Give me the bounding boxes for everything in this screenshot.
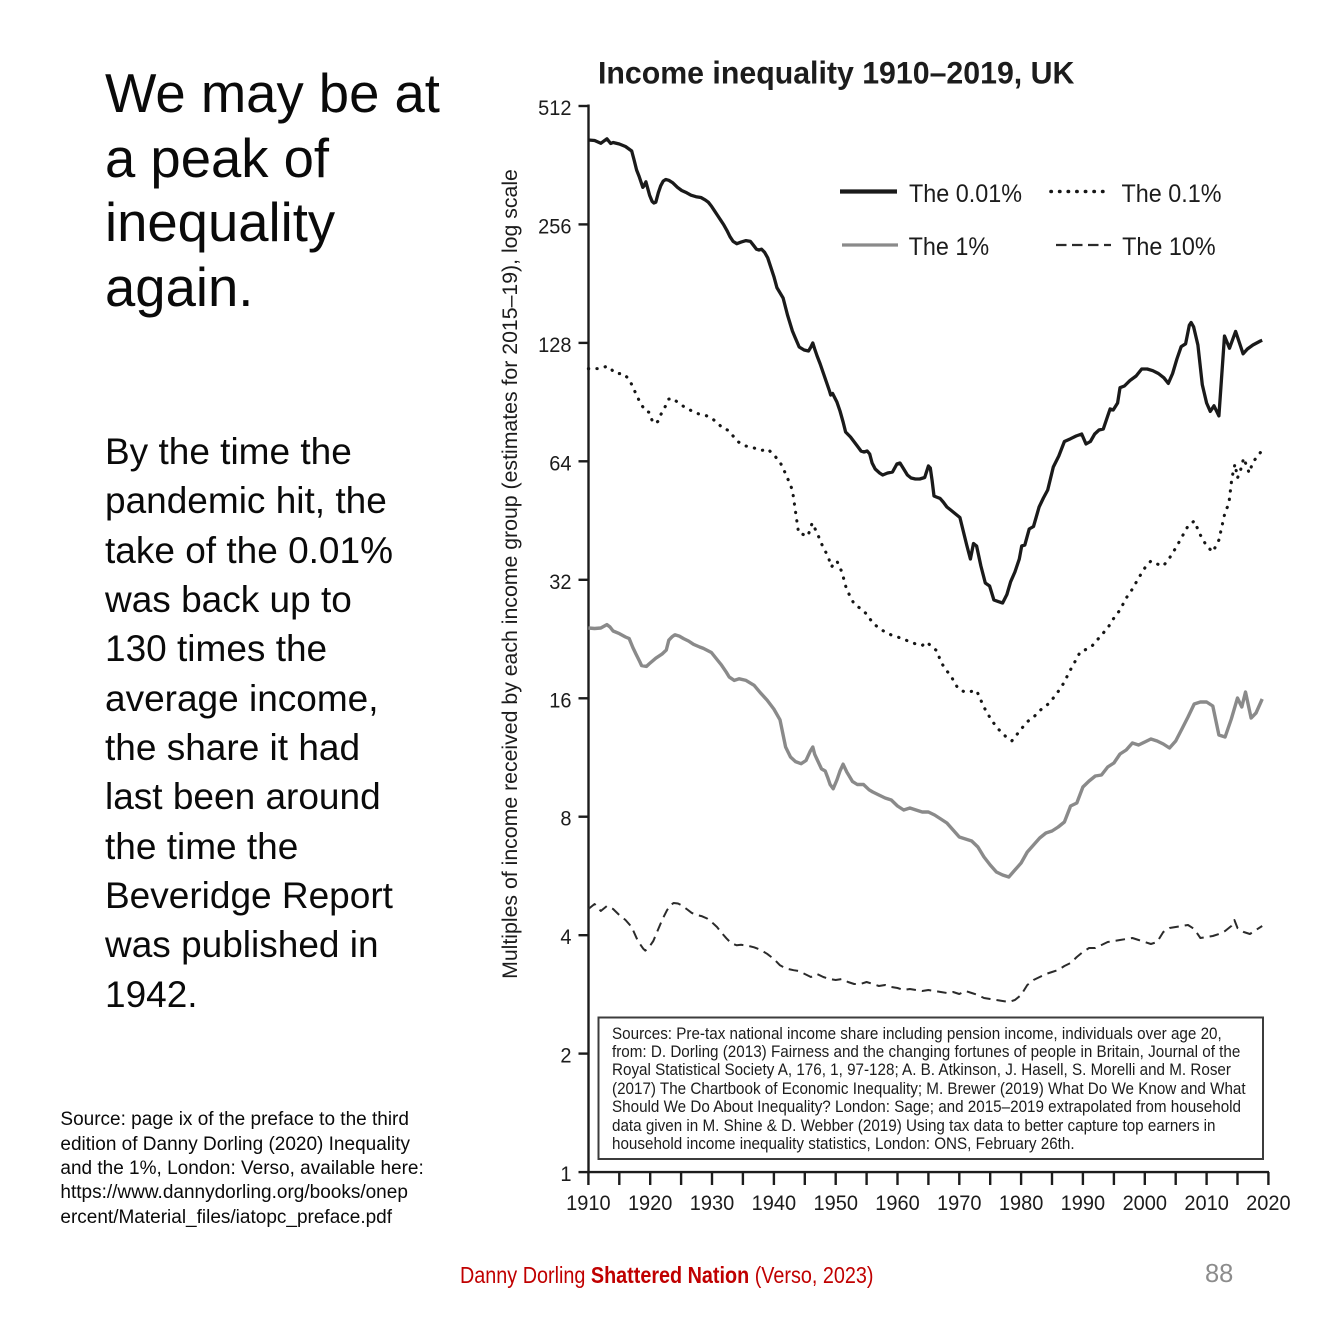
svg-text:2000: 2000 xyxy=(1123,1191,1167,1215)
svg-text:1980: 1980 xyxy=(999,1191,1043,1215)
svg-text:1920: 1920 xyxy=(628,1191,672,1215)
svg-text:The 0.1%: The 0.1% xyxy=(1122,180,1222,208)
svg-text:Income inequality 1910–2019, U: Income inequality 1910–2019, UK xyxy=(598,55,1075,91)
svg-text:16: 16 xyxy=(549,689,571,713)
svg-text:2010: 2010 xyxy=(1184,1191,1228,1215)
svg-text:The 10%: The 10% xyxy=(1122,233,1216,261)
svg-text:1950: 1950 xyxy=(813,1191,857,1215)
svg-text:128: 128 xyxy=(538,333,571,357)
svg-text:32: 32 xyxy=(549,570,571,594)
svg-text:1940: 1940 xyxy=(752,1191,796,1215)
svg-text:The 0.01%: The 0.01% xyxy=(909,180,1022,208)
svg-text:1930: 1930 xyxy=(690,1191,734,1215)
svg-text:64: 64 xyxy=(549,452,571,476)
svg-text:The 1%: The 1% xyxy=(909,233,990,261)
svg-text:8: 8 xyxy=(560,807,571,831)
svg-text:2020: 2020 xyxy=(1246,1191,1290,1215)
svg-text:1910: 1910 xyxy=(566,1191,610,1215)
svg-text:1970: 1970 xyxy=(937,1191,981,1215)
svg-text:1960: 1960 xyxy=(875,1191,919,1215)
svg-text:512: 512 xyxy=(538,96,571,120)
svg-text:1990: 1990 xyxy=(1061,1191,1105,1215)
svg-text:2: 2 xyxy=(560,1044,571,1068)
svg-text:1: 1 xyxy=(560,1162,571,1186)
svg-text:4: 4 xyxy=(560,926,571,950)
svg-text:Multiples of income received b: Multiples of income received by each inc… xyxy=(498,169,522,979)
svg-text:256: 256 xyxy=(538,215,571,239)
